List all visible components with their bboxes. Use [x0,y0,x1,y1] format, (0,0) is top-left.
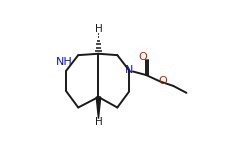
Polygon shape [96,97,101,119]
Text: H: H [94,117,102,127]
Text: O: O [138,52,147,62]
Text: O: O [158,76,167,86]
Text: N: N [125,66,134,75]
Text: NH: NH [56,57,73,67]
Text: H: H [94,24,102,34]
